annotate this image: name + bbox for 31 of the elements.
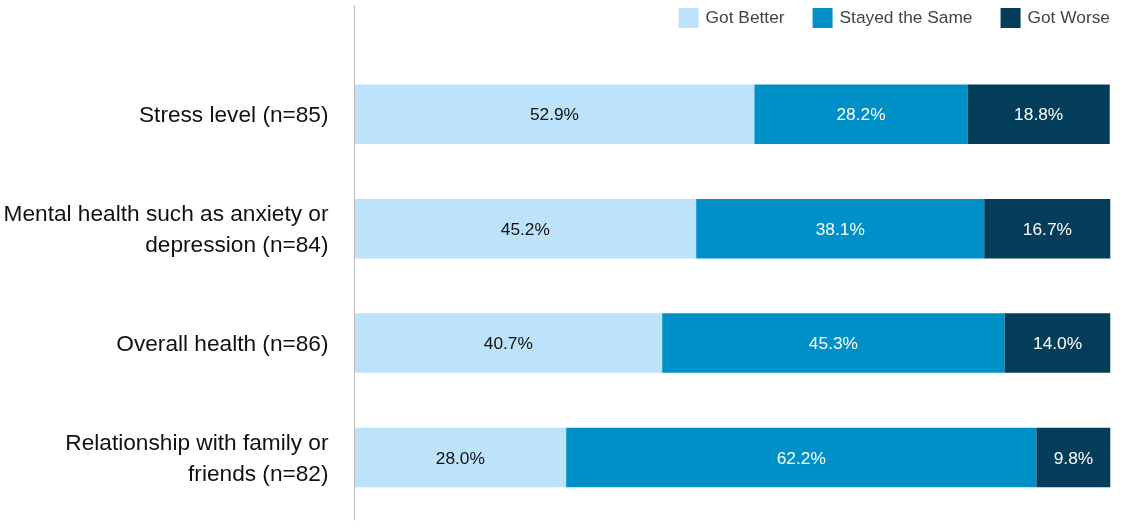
y-tick-label: Overall health (n=86) bbox=[116, 330, 329, 357]
y-tick-label: Relationship with family or friends (n=82) bbox=[65, 428, 329, 487]
text: 40.7% bbox=[483, 333, 533, 354]
text: 28.0% bbox=[435, 447, 485, 468]
bar bbox=[354, 427, 567, 488]
text: 62.2% bbox=[776, 447, 826, 468]
text: 52.9% bbox=[529, 104, 580, 125]
bar bbox=[566, 427, 1037, 488]
bar bbox=[754, 84, 968, 144]
text: 45.3% bbox=[808, 333, 858, 354]
text: 28.2% bbox=[836, 104, 886, 125]
legend-label: Got Better bbox=[705, 7, 785, 28]
y-tick-label: Mental health such as anxiety or depression (n=84) bbox=[3, 200, 329, 258]
text: 18.8% bbox=[1014, 104, 1064, 125]
bar bbox=[662, 313, 1005, 373]
bar bbox=[984, 198, 1111, 259]
bar bbox=[1036, 427, 1111, 488]
text: 16.7% bbox=[1022, 218, 1072, 239]
bar bbox=[1004, 313, 1111, 373]
legend-label: Stayed the Same bbox=[839, 7, 973, 28]
bar bbox=[354, 198, 697, 259]
bar bbox=[696, 198, 985, 259]
bar bbox=[967, 84, 1110, 144]
text: 14.0% bbox=[1033, 333, 1083, 354]
text: 9.8% bbox=[1053, 447, 1094, 468]
legend-label: Got Worse bbox=[1027, 7, 1110, 28]
text: 38.1% bbox=[815, 218, 865, 239]
bar bbox=[354, 313, 663, 373]
bar bbox=[354, 84, 755, 144]
y-tick-label: Stress level (n=85) bbox=[138, 101, 329, 128]
text: 45.2% bbox=[500, 218, 550, 239]
